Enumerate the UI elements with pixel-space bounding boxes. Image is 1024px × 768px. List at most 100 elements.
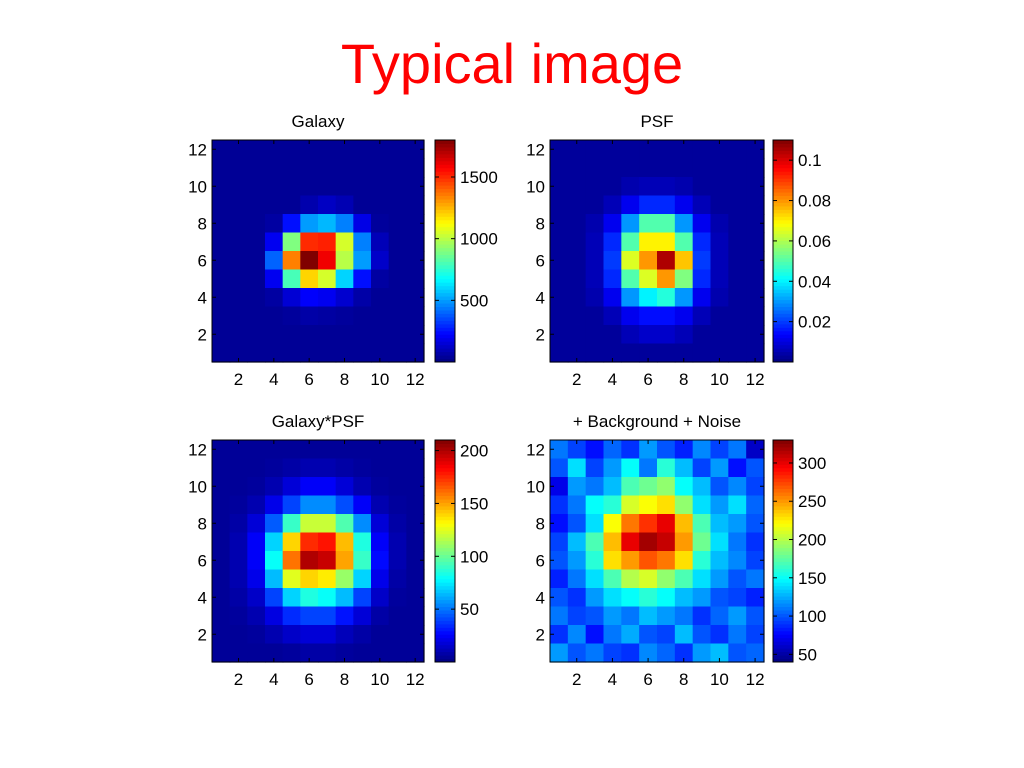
- x-tick-label: 2: [572, 370, 581, 389]
- heatmap-cell: [657, 588, 676, 608]
- x-tick-label: 12: [746, 370, 765, 389]
- heatmap-cell: [229, 269, 248, 289]
- colorbar-segment: [435, 275, 455, 280]
- colorbar-segment: [773, 212, 793, 217]
- heatmap-cell: [728, 177, 747, 197]
- colorbar-segment: [435, 648, 455, 653]
- heatmap-cell: [746, 195, 765, 215]
- heatmap-cell: [212, 514, 231, 534]
- heatmap-cell: [247, 625, 266, 645]
- colorbar-segment: [773, 440, 793, 444]
- colorbar-segment: [435, 613, 455, 618]
- y-tick-label: 2: [198, 625, 207, 644]
- heatmap-cell: [371, 606, 390, 626]
- colorbar-segment: [773, 348, 793, 353]
- heatmap-cell: [406, 495, 425, 515]
- heatmap-cell: [406, 514, 425, 534]
- heatmap-cell: [567, 343, 587, 363]
- colorbar-segment: [435, 230, 455, 235]
- y-tick-label: 4: [536, 588, 545, 607]
- colorbar-segment: [773, 571, 793, 576]
- heatmap-cell: [247, 306, 266, 326]
- colorbar-segment: [435, 585, 455, 590]
- heatmap-cell: [674, 140, 694, 160]
- heatmap-cell: [318, 569, 337, 589]
- heatmap-cell: [639, 532, 658, 552]
- heatmap-cell: [406, 140, 425, 160]
- colorbar-segment: [435, 313, 455, 318]
- heatmap-cell: [710, 532, 729, 552]
- colorbar-segment: [435, 306, 455, 311]
- heatmap-cell: [639, 325, 658, 345]
- colorbar-segment: [435, 330, 455, 335]
- colorbar-segment: [773, 498, 793, 503]
- heatmap-cell: [746, 551, 765, 571]
- heatmap-cell: [212, 588, 231, 608]
- colorbar-segment: [435, 244, 455, 249]
- heatmap-cell: [353, 343, 372, 363]
- heatmap-cell: [639, 458, 658, 478]
- heatmap-cell: [247, 477, 266, 497]
- heatmap-cell: [710, 440, 729, 460]
- colorbar-segment: [435, 216, 455, 221]
- colorbar-segment: [435, 502, 455, 507]
- heatmap-cell: [247, 458, 266, 478]
- heatmap-cell: [550, 458, 569, 478]
- heatmap-cell: [674, 606, 694, 626]
- heatmap-cell: [621, 177, 640, 197]
- colorbar-tick-label: 0.02: [798, 313, 831, 332]
- heatmap-cell: [567, 643, 587, 663]
- heatmap-cell: [603, 477, 622, 497]
- colorbar-segment: [435, 292, 455, 297]
- heatmap-cell: [318, 514, 337, 534]
- heatmap-cell: [746, 251, 765, 271]
- colorbar-segment: [773, 603, 793, 607]
- heatmap-cell: [371, 477, 390, 497]
- heatmap-cell: [710, 251, 729, 271]
- colorbar-segment: [435, 544, 455, 549]
- colorbar-segment: [435, 623, 455, 628]
- heatmap-cell: [567, 625, 587, 645]
- heatmap-cell: [657, 532, 676, 552]
- heatmap-cell: [728, 325, 747, 345]
- heatmap-cell: [585, 495, 605, 515]
- heatmap-cell: [212, 343, 231, 363]
- colorbar-segment: [773, 471, 793, 476]
- colorbar-segment: [435, 334, 455, 339]
- colorbar-segment: [773, 523, 793, 528]
- colorbar-segment: [773, 582, 793, 587]
- colorbar-segment: [773, 178, 793, 183]
- colorbar-segment: [773, 285, 793, 290]
- colorbar-segment: [773, 164, 793, 169]
- heatmap-cell: [657, 269, 676, 289]
- heatmap-cell: [692, 251, 712, 271]
- heatmap-cell: [621, 288, 640, 308]
- colorbar-segment: [435, 226, 455, 231]
- heatmap-cell: [212, 625, 231, 645]
- heatmap-cell: [639, 214, 658, 234]
- heatmap-cell: [674, 458, 694, 478]
- heatmap-cell: [710, 325, 729, 345]
- x-tick-label: 4: [608, 370, 617, 389]
- colorbar-segment: [435, 481, 455, 486]
- heatmap-cell: [300, 140, 319, 160]
- heatmap-cell: [603, 140, 622, 160]
- heatmap-cell: [282, 588, 301, 608]
- colorbar-segment: [435, 634, 455, 639]
- heatmap-cell: [746, 140, 765, 160]
- y-tick-label: 12: [526, 440, 545, 459]
- heatmap-cell: [247, 177, 266, 197]
- colorbar-segment: [773, 171, 793, 176]
- colorbar-segment: [773, 596, 793, 601]
- heatmap-cell: [674, 625, 694, 645]
- heatmap-cell: [247, 532, 266, 552]
- heatmap-cell: [300, 251, 319, 271]
- y-tick-label: 8: [536, 514, 545, 533]
- colorbar-segment: [435, 198, 455, 203]
- heatmap-cell: [353, 288, 372, 308]
- heatmap-cell: [265, 325, 284, 345]
- heatmap-cell: [265, 140, 284, 160]
- heatmap-cell: [657, 251, 676, 271]
- heatmap-cell: [282, 269, 301, 289]
